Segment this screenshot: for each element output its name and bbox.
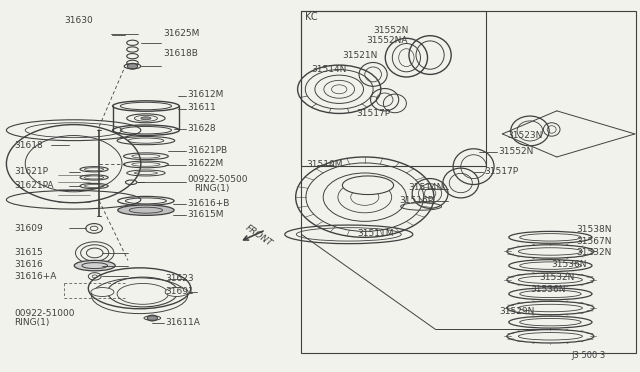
- Ellipse shape: [342, 176, 394, 195]
- Ellipse shape: [74, 260, 115, 271]
- Text: 31625M: 31625M: [163, 29, 200, 38]
- Text: 31552N: 31552N: [499, 147, 534, 156]
- Text: 31511M: 31511M: [357, 229, 394, 238]
- Text: 31517P: 31517P: [484, 167, 518, 176]
- Text: 31514N: 31514N: [408, 183, 444, 192]
- Text: 31621P: 31621P: [14, 167, 48, 176]
- Text: 31615M: 31615M: [187, 210, 223, 219]
- Text: 31536N: 31536N: [552, 260, 587, 269]
- Text: 31616+B: 31616+B: [187, 199, 229, 208]
- Text: 31618: 31618: [14, 141, 43, 150]
- Text: 31538N: 31538N: [576, 225, 611, 234]
- Text: 00922-51000: 00922-51000: [14, 309, 75, 318]
- Text: 31516P: 31516P: [399, 196, 433, 205]
- Text: 31612M: 31612M: [187, 90, 223, 99]
- Bar: [301, 11, 636, 353]
- Text: 31630: 31630: [64, 16, 93, 25]
- Text: 31616: 31616: [14, 260, 43, 269]
- Text: 31567N: 31567N: [576, 237, 611, 246]
- Ellipse shape: [127, 63, 138, 69]
- Text: 31621PA: 31621PA: [14, 181, 54, 190]
- Text: 00922-50500: 00922-50500: [187, 175, 248, 184]
- Text: 31532N: 31532N: [576, 248, 611, 257]
- Text: FRONT: FRONT: [243, 224, 274, 249]
- Text: 31529N: 31529N: [499, 307, 534, 316]
- Ellipse shape: [118, 205, 174, 215]
- Text: 31611: 31611: [187, 103, 216, 112]
- Text: 31691: 31691: [165, 287, 194, 296]
- Ellipse shape: [141, 117, 151, 120]
- Text: 31536N: 31536N: [530, 285, 565, 294]
- Text: RING(1): RING(1): [194, 185, 229, 193]
- Text: KC: KC: [305, 12, 318, 22]
- Text: 31616+A: 31616+A: [14, 272, 56, 280]
- Text: 31618B: 31618B: [163, 49, 198, 58]
- Ellipse shape: [147, 315, 157, 321]
- Ellipse shape: [165, 288, 188, 296]
- Text: J3 500 3: J3 500 3: [571, 351, 605, 360]
- Text: 31517P: 31517P: [356, 109, 390, 118]
- Ellipse shape: [91, 288, 114, 296]
- Text: 31552N: 31552N: [373, 26, 408, 35]
- Text: 31622M: 31622M: [187, 159, 223, 168]
- Text: 31552NA: 31552NA: [366, 36, 408, 45]
- Text: 31510M: 31510M: [306, 160, 342, 169]
- Text: 31623: 31623: [165, 274, 194, 283]
- Text: 31532N: 31532N: [540, 273, 575, 282]
- Text: 31621PB: 31621PB: [187, 146, 227, 155]
- Text: 31609: 31609: [14, 224, 43, 233]
- Text: 31611A: 31611A: [165, 318, 200, 327]
- Text: 31615: 31615: [14, 248, 43, 257]
- Text: 31628: 31628: [187, 124, 216, 133]
- Text: RING(1): RING(1): [14, 318, 49, 327]
- Text: 31514N: 31514N: [312, 65, 347, 74]
- Text: 31523N: 31523N: [508, 131, 543, 140]
- Text: 31521N: 31521N: [342, 51, 378, 60]
